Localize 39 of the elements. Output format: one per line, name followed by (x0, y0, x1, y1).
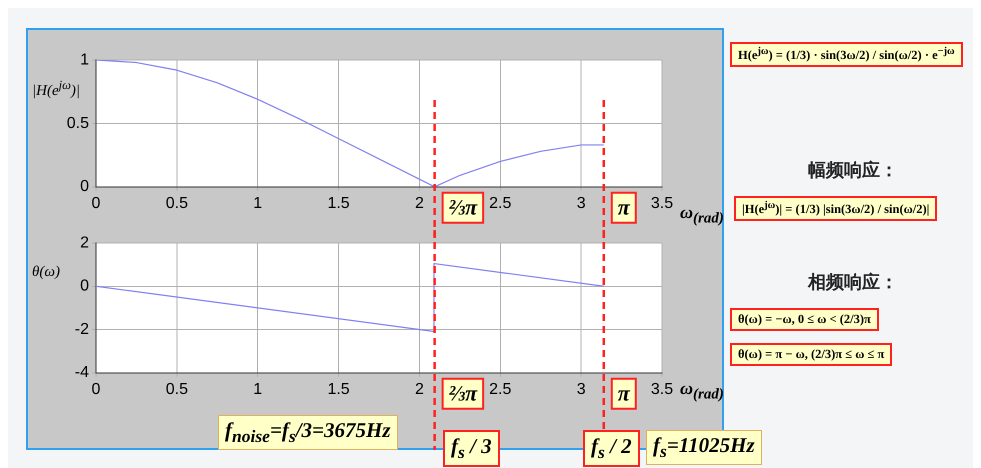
ref-line-label: ⅔π (448, 194, 478, 220)
text: |H(e$^{jω}$)| = (1/3) |sin(3ω/2) / sin(ω/2)| (734, 196, 938, 222)
x-tick-label: 3 (576, 194, 586, 212)
x-tick-label: 0.5 (166, 194, 188, 212)
x-tick-label: 2 (414, 194, 424, 212)
y-tick-label: 0 (80, 278, 90, 295)
text: θ(ω) = −ω, 0 ≤ ω < (2/3)π (730, 308, 879, 331)
x-tick-label: 0 (92, 380, 101, 398)
y-tick-label: -2 (74, 320, 90, 338)
text: 幅频响应： (808, 159, 898, 182)
y-tick-label: 2 (80, 234, 90, 252)
ref-line-label: π (618, 194, 631, 220)
x-tick-label: 0 (92, 194, 101, 212)
text: f$_{s}$ / 2 (583, 430, 640, 468)
y-tick-label: -4 (74, 364, 90, 382)
x-tick-label: 2 (414, 380, 424, 398)
text: f$_{s}$ / 3 (443, 430, 500, 468)
x-tick-label: 1 (253, 380, 262, 398)
x-tick-label: 1.5 (327, 380, 350, 398)
y-tick-label: 0.5 (66, 114, 90, 132)
x-tick-label: 3 (576, 380, 586, 398)
y-axis-title: |H(e$^{jω}$)| (32, 78, 80, 100)
x-tick-label: 0.5 (166, 380, 188, 398)
ref-line-label: ⅔π (448, 380, 478, 406)
x-tick-label: 1 (253, 194, 262, 212)
x-tick-label: 1.5 (327, 194, 350, 212)
text: H(e$^{jω}$) = (1/3) · sin(3ω/2) / sin(ω/2) · e$^{−jω}$ (730, 42, 963, 68)
ref-line-label: π (618, 380, 631, 406)
text: f$_{noise}$=f$_{s}$/3=3675Hz (218, 415, 398, 450)
x-tick-label: 2.5 (489, 194, 512, 212)
x-tick-label: 3.5 (650, 194, 674, 212)
text: 相频响应： (808, 271, 898, 294)
x-tick-label: 3.5 (650, 380, 674, 398)
y-axis-title: θ(ω) (32, 264, 60, 281)
y-tick-label: 1 (80, 51, 90, 68)
x-tick-label: 2.5 (489, 380, 512, 398)
text: f$_{s}$=11025Hz (646, 430, 762, 466)
y-tick-label: 0 (80, 178, 90, 196)
text: θ(ω) = π − ω, (2/3)π ≤ ω ≤ π (730, 343, 892, 366)
